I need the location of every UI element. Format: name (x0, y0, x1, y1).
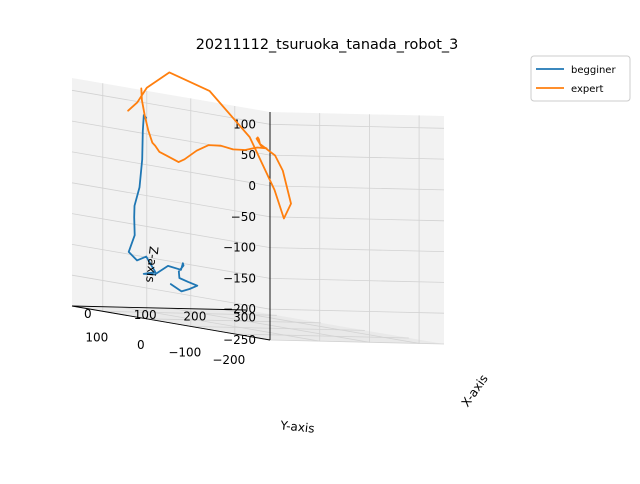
z-tick-label: −150 (223, 271, 256, 285)
axis-panes (72, 78, 444, 344)
x-axis-line (71, 305, 247, 311)
series-line-begginer (127, 114, 199, 293)
z-tick-label: −250 (223, 333, 256, 347)
y-tick-label: 100 (85, 330, 108, 344)
pane-back (72, 78, 270, 340)
tick-labels: 100 50 0 −50 −100 −150 −200 −250 −200 −100 0 100 0 10… (84, 117, 256, 367)
chart-title: 20211112_tsuruoka_tanada_robot_3 (196, 37, 459, 53)
gridline-x (121, 113, 321, 342)
pane-floor (72, 306, 444, 344)
x-tick-label: 300 (233, 310, 256, 324)
gridline-x (221, 115, 420, 344)
z-tick-label: −200 (223, 302, 256, 316)
series-line-expert (127, 71, 292, 220)
legend: begginer expert (530, 55, 631, 102)
legend-label-begginer: begginer (571, 65, 616, 76)
y-tick-label: −200 (212, 353, 245, 367)
y-tick-label: 0 (137, 338, 145, 352)
gridline-x (171, 114, 370, 343)
y-axis-line (71, 305, 271, 341)
legend-frame (530, 55, 631, 102)
series-lines (127, 71, 292, 293)
axis-lines (71, 112, 271, 341)
legend-label-expert: expert (571, 84, 604, 95)
x-tick-label: 100 (134, 308, 157, 322)
x-tick-label: 0 (84, 307, 92, 321)
z-tick-label: −50 (231, 210, 256, 224)
y-axis-label: Y-axis (279, 418, 316, 436)
x-tick-label: 200 (183, 309, 206, 323)
z-axis-label: Z-axis (143, 246, 161, 284)
z-tick-label: 0 (248, 179, 256, 193)
y-tick-label: −100 (168, 345, 201, 359)
z-tick-label: −100 (223, 241, 256, 255)
z-tick-label: 50 (241, 148, 256, 162)
z-tick-label: 100 (233, 117, 256, 131)
x-axis-label: X-axis (459, 372, 491, 410)
pane-left (270, 112, 444, 344)
